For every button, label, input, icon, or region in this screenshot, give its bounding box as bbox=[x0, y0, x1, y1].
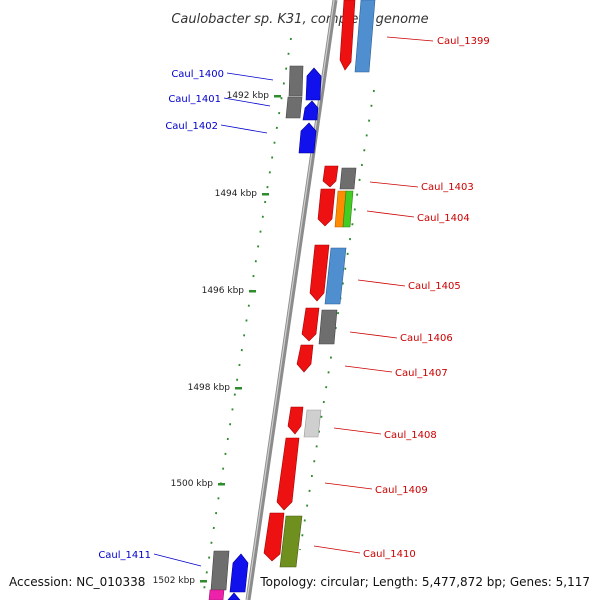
gene-label-caul-1400[interactable]: Caul_1400 bbox=[171, 69, 274, 81]
ruler-label: 1498 kbp bbox=[188, 383, 231, 393]
gene-features bbox=[208, 0, 376, 600]
ruler-label: 1494 kbp bbox=[215, 189, 258, 199]
feature-bar-partial-magenta bbox=[208, 589, 225, 600]
svg-text:Caul_1403: Caul_1403 bbox=[421, 182, 474, 193]
gene-arrow-caul-1406[interactable] bbox=[301, 307, 320, 342]
feature-bar-caul-1400-grey[interactable] bbox=[288, 65, 304, 97]
ruler-mark-1502: 1502 kbp bbox=[153, 576, 207, 586]
feature-bar-caul-1406-grey[interactable] bbox=[318, 309, 338, 345]
gene-label-caul-1411[interactable]: Caul_1411 bbox=[98, 550, 202, 567]
feature-bar-caul-1404-green[interactable] bbox=[342, 190, 354, 228]
gene-arrow-caul-1408[interactable] bbox=[287, 406, 304, 435]
feature-bar-caul-1410-olive[interactable] bbox=[279, 515, 303, 568]
ruler-mark-1492: 1492 kbp bbox=[227, 91, 281, 101]
svg-text:Caul_1408: Caul_1408 bbox=[384, 430, 437, 441]
gene-arrow-caul-1403[interactable] bbox=[322, 165, 339, 188]
map-title: Caulobacter sp. K31, complete genome bbox=[171, 12, 428, 27]
ruler-label: 1500 kbp bbox=[171, 479, 214, 489]
feature-bar-caul-1405-mrna[interactable] bbox=[324, 247, 347, 305]
gene-arrow-caul-1409[interactable] bbox=[276, 437, 300, 511]
feature-bar-caul-1408-lightgrey[interactable] bbox=[303, 409, 322, 438]
feature-bar-caul-1399-mrna[interactable] bbox=[354, 0, 376, 73]
gene-arrow-caul-1399[interactable] bbox=[339, 0, 356, 71]
gene-label-caul-1401[interactable]: Caul_1401 bbox=[168, 94, 271, 107]
gene-label-caul-1410[interactable]: Caul_1410 bbox=[313, 545, 416, 560]
ruler-mark-1498: 1498 kbp bbox=[188, 383, 242, 393]
gene-arrow-partial-blue bbox=[227, 592, 241, 600]
gene-label-caul-1405[interactable]: Caul_1405 bbox=[357, 279, 461, 292]
ruler-label: 1502 kbp bbox=[153, 576, 196, 586]
tick-row-left bbox=[203, 37, 292, 591]
ruler-mark-1500: 1500 kbp bbox=[171, 479, 225, 489]
topology-text: Topology: circular; Length: 5,477,872 bp… bbox=[259, 575, 590, 589]
gene-arrow-caul-1401[interactable] bbox=[302, 100, 319, 121]
svg-text:Caul_1401: Caul_1401 bbox=[168, 94, 221, 105]
gene-arrow-caul-1400[interactable] bbox=[305, 67, 322, 101]
gene-labels: Caul_1399 Caul_1400 Caul_1401 Caul_1402 … bbox=[98, 36, 490, 567]
gene-label-caul-1408[interactable]: Caul_1408 bbox=[333, 427, 437, 441]
feature-bar-caul-1401-grey[interactable] bbox=[285, 96, 303, 119]
accession-text: Accession: NC_010338 bbox=[9, 575, 145, 589]
gene-label-caul-1399[interactable]: Caul_1399 bbox=[386, 36, 490, 47]
feature-bar-caul-1411-grey[interactable] bbox=[210, 550, 230, 591]
ruler-label: 1492 kbp bbox=[227, 91, 270, 101]
ruler: 1492 kbp 1494 kbp 1496 kbp 1498 kbp 1500… bbox=[153, 91, 281, 586]
ruler-mark-1496: 1496 kbp bbox=[202, 286, 256, 296]
gene-arrow-caul-1404[interactable] bbox=[317, 188, 336, 227]
svg-text:Caul_1409: Caul_1409 bbox=[375, 485, 428, 496]
svg-text:Caul_1410: Caul_1410 bbox=[363, 549, 416, 560]
svg-text:Caul_1407: Caul_1407 bbox=[395, 368, 448, 379]
svg-text:Caul_1411: Caul_1411 bbox=[98, 550, 151, 561]
gene-arrow-caul-1410[interactable] bbox=[263, 512, 285, 562]
svg-text:Caul_1400: Caul_1400 bbox=[171, 69, 224, 80]
gene-arrow-caul-1405[interactable] bbox=[309, 244, 330, 302]
svg-text:Caul_1406: Caul_1406 bbox=[400, 333, 453, 344]
gene-label-caul-1404[interactable]: Caul_1404 bbox=[366, 210, 470, 224]
ruler-label: 1496 kbp bbox=[202, 286, 245, 296]
gene-arrow-caul-1402[interactable] bbox=[298, 122, 317, 154]
svg-text:Caul_1405: Caul_1405 bbox=[408, 281, 461, 292]
gene-label-caul-1406[interactable]: Caul_1406 bbox=[349, 331, 453, 344]
gene-label-caul-1403[interactable]: Caul_1403 bbox=[369, 181, 474, 193]
gene-label-caul-1402[interactable]: Caul_1402 bbox=[165, 121, 268, 134]
svg-text:Caul_1399: Caul_1399 bbox=[437, 36, 490, 47]
gene-label-caul-1409[interactable]: Caul_1409 bbox=[324, 482, 428, 496]
svg-text:Caul_1402: Caul_1402 bbox=[165, 121, 218, 132]
svg-text:Caul_1404: Caul_1404 bbox=[417, 213, 470, 224]
gene-arrow-caul-1407[interactable] bbox=[296, 344, 314, 373]
gene-label-caul-1407[interactable]: Caul_1407 bbox=[344, 365, 448, 379]
feature-bar-caul-1403-grey[interactable] bbox=[339, 167, 357, 190]
gene-arrow-caul-1411[interactable] bbox=[229, 553, 249, 593]
ruler-mark-1494: 1494 kbp bbox=[215, 189, 269, 199]
genome-backbone bbox=[245, 0, 338, 600]
